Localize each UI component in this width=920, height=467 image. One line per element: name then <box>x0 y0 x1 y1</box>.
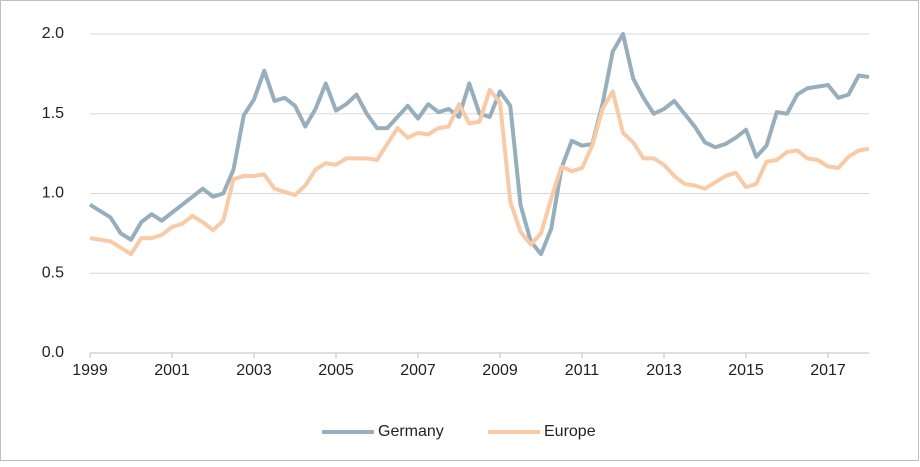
x-tick-label: 2003 <box>236 362 272 379</box>
x-tick-label: 2007 <box>400 362 436 379</box>
line-series <box>89 87 870 257</box>
legend-label: Germany <box>378 423 444 440</box>
y-tick-label: 2.0 <box>42 25 64 42</box>
legend-label: Europe <box>544 423 596 440</box>
x-tick-label: 2015 <box>728 362 764 379</box>
y-tick-label: 0.5 <box>42 264 64 281</box>
x-tick-label: 2009 <box>482 362 518 379</box>
line-series <box>88 32 870 257</box>
x-tick-label: 1999 <box>72 362 108 379</box>
x-tick-label: 2013 <box>646 362 682 379</box>
y-tick-label: 0.0 <box>42 344 64 361</box>
x-tick-label: 2005 <box>318 362 354 379</box>
y-tick-label: 1.5 <box>42 105 64 122</box>
x-tick-label: 2017 <box>810 362 846 379</box>
x-tick-label: 2001 <box>154 362 190 379</box>
y-tick-label: 1.0 <box>42 185 64 202</box>
x-tick-label: 2011 <box>565 362 600 379</box>
